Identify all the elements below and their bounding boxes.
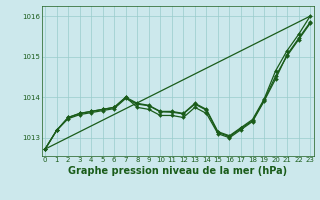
X-axis label: Graphe pression niveau de la mer (hPa): Graphe pression niveau de la mer (hPa) [68,166,287,176]
